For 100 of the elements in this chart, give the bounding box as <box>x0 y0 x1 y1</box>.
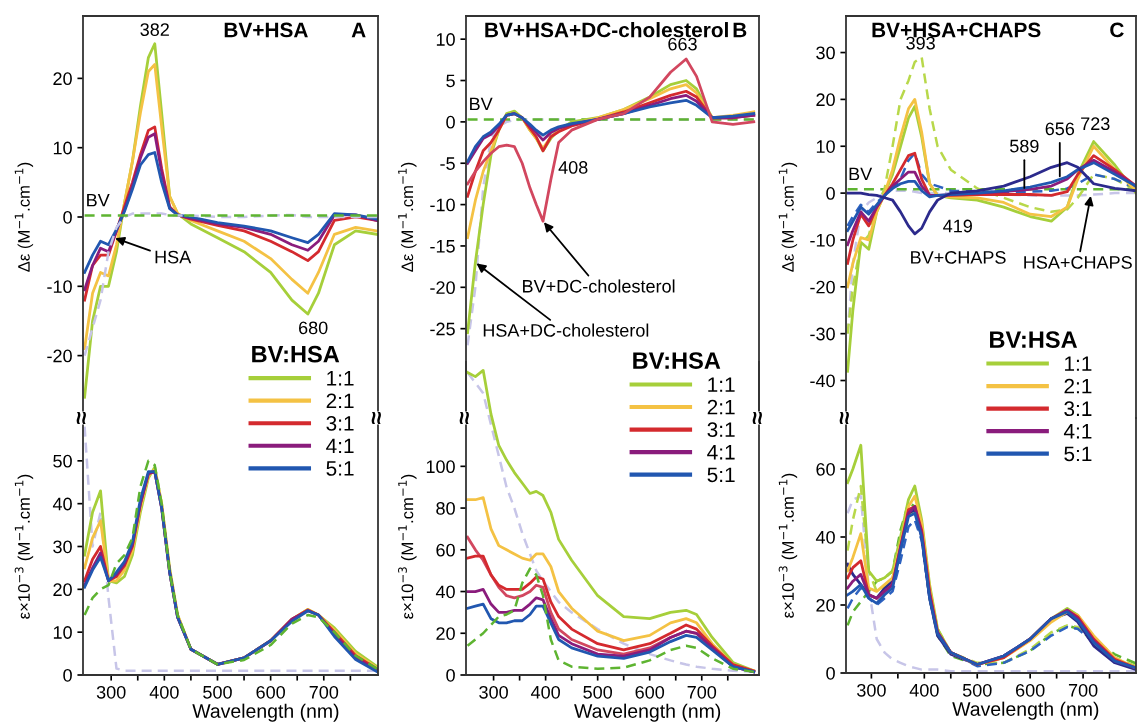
chart-subtitle: B <box>733 22 747 38</box>
legend-label: 5:1 <box>1064 446 1092 462</box>
x-tick-label: 700 <box>309 685 339 699</box>
annotation: ≈ <box>459 412 469 424</box>
x-tick-label: 300 <box>857 683 886 697</box>
annotation: 680 <box>299 321 328 335</box>
y-tick-label: 20 <box>53 583 72 597</box>
y-tick-label: 20 <box>53 72 72 86</box>
x-tick-label: 500 <box>962 683 992 697</box>
annotation: BV+DC-cholesterol <box>523 279 675 293</box>
annotation: ≈ <box>839 412 849 424</box>
legend-label: 5:1 <box>707 467 735 483</box>
y-tick-label: 30 <box>53 540 72 554</box>
x-tick-label: 300 <box>479 685 508 699</box>
legend-label: 2:1 <box>1064 378 1092 394</box>
x-axis-title: Wavelength (nm) <box>574 703 721 722</box>
annotation: BV <box>470 97 493 111</box>
legend-title: BV:HSA <box>633 352 721 369</box>
annotation: 723 <box>1081 117 1110 131</box>
y-tick-label: 10 <box>816 140 835 153</box>
annotation: 663 <box>668 37 697 51</box>
annotation: 408 <box>558 161 588 174</box>
legend-label: 2:1 <box>707 399 735 415</box>
chart-subtitle: C <box>1110 22 1124 38</box>
chart-subtitle: A <box>351 22 366 38</box>
y-tick-label: 10 <box>53 626 72 639</box>
y-tick-label: 100 <box>426 460 455 474</box>
legend-label: 2:1 <box>326 393 354 408</box>
y-tick-label: 20 <box>816 598 835 612</box>
y-tick-label: 20 <box>816 93 835 107</box>
legend-label: 3:1 <box>1064 401 1092 417</box>
y-tick-label: -20 <box>47 349 72 363</box>
annotation: BV <box>87 193 110 207</box>
x-tick-label: 600 <box>256 685 285 699</box>
chart-title: BV+HSA <box>224 22 308 38</box>
y-tick-label: -20 <box>810 280 835 294</box>
y-tick-label: -40 <box>810 374 835 388</box>
annotation: 419 <box>943 219 972 233</box>
annotation: HSA+CHAPS <box>1024 256 1132 269</box>
annotation: ≈ <box>752 412 762 424</box>
y-tick-label: 80 <box>436 502 455 515</box>
x-tick-label: 300 <box>96 685 126 699</box>
annotation: 393 <box>906 36 935 50</box>
legend-label: 1:1 <box>708 377 735 392</box>
y-tick-label: 40 <box>435 585 455 599</box>
y-tick-label: -10 <box>810 233 835 247</box>
y-axis-title: Δε (M$^{−1}$.cm$^{−1}$) <box>14 162 34 272</box>
y-tick-label: -10 <box>47 280 72 294</box>
y-tick-label: 50 <box>53 454 72 468</box>
y-tick-label: 0 <box>826 187 835 200</box>
x-tick-label: 700 <box>1068 683 1098 697</box>
y-tick-label: 0 <box>446 668 455 682</box>
y-tick-label: -25 <box>430 322 455 336</box>
legend-title: BV:HSA <box>252 345 340 363</box>
y-tick-label: -15 <box>430 240 455 253</box>
annotation: BV <box>849 167 873 181</box>
y-tick-label: 0 <box>446 115 455 129</box>
annotation: HSA <box>155 250 192 264</box>
legend-label: 1:1 <box>1065 356 1092 371</box>
legend-title: BV:HSA <box>990 331 1078 348</box>
y-axis-title: Δε (M$^{−1}$.cm$^{−1}$) <box>398 162 417 272</box>
annotation: BV+CHAPS <box>911 251 1006 264</box>
annotation: ≈ <box>76 412 86 424</box>
y-axis-title: ε×10$^{−3}$ (M$^{−1}$.cm$^{−1}$) <box>778 473 798 618</box>
y-tick-label: 0 <box>826 666 835 680</box>
y-tick-label: -10 <box>430 198 455 212</box>
annotation: 382 <box>140 23 169 36</box>
y-axis-title: Δε (M$^{−1}$.cm$^{−1}$) <box>778 162 798 272</box>
annotation: 589 <box>1010 139 1039 153</box>
y-axis-title: ε×10$^{−3}$ (M$^{−1}$.cm$^{−1}$) <box>398 474 417 619</box>
x-tick-label: 500 <box>203 685 232 699</box>
y-tick-label: 40 <box>815 530 835 544</box>
x-tick-label: 400 <box>530 685 560 699</box>
x-tick-label: 600 <box>635 685 665 699</box>
x-tick-label: 400 <box>909 683 939 697</box>
y-tick-label: 40 <box>52 497 72 511</box>
y-tick-label: 30 <box>816 46 835 60</box>
y-tick-label: -30 <box>810 327 835 341</box>
y-tick-label: 10 <box>436 33 455 46</box>
x-tick-label: 700 <box>687 685 717 699</box>
annotation: HSA+DC-cholesterol <box>483 323 649 337</box>
legend-label: 4:1 <box>326 438 354 454</box>
x-tick-label: 600 <box>1016 683 1045 697</box>
annotation: ≈ <box>371 412 381 424</box>
x-tick-label: 400 <box>149 685 179 699</box>
chart-title: BV+HSA+DC-cholesterol <box>485 22 728 38</box>
y-tick-label: 20 <box>436 627 455 640</box>
y-tick-label: 0 <box>63 210 72 224</box>
y-tick-label: 60 <box>436 543 455 557</box>
x-axis-title: Wavelength (nm) <box>952 701 1099 720</box>
y-tick-label: -20 <box>430 281 455 295</box>
y-axis-title: ε×10$^{−3}$ (M$^{−1}$.cm$^{−1}$) <box>14 474 34 619</box>
y-tick-label: -5 <box>440 157 455 170</box>
annotation: 656 <box>1045 122 1075 136</box>
legend-label: 4:1 <box>707 445 735 460</box>
x-axis-title: Wavelength (nm) <box>192 703 339 722</box>
legend-label: 3:1 <box>707 422 735 438</box>
legend-label: 4:1 <box>1063 424 1092 439</box>
y-tick-label: 0 <box>63 668 72 682</box>
legend-label: 1:1 <box>327 371 354 386</box>
